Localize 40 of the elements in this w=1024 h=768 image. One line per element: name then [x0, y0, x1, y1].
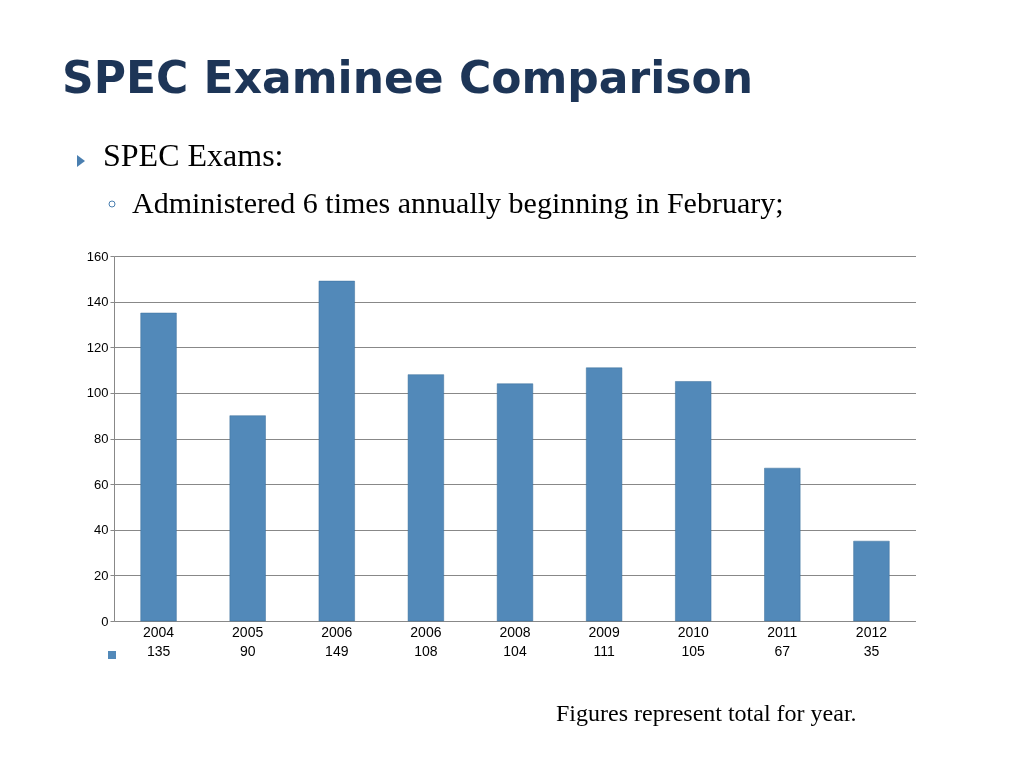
chart-title: SPEC Examinee Comparison — [62, 52, 754, 103]
x-tick-label: 2010 — [677, 623, 709, 640]
text: Administered 6 times annually beginning in February; — [132, 186, 784, 220]
data-label: 135 — [146, 643, 171, 659]
chart-subtitle: SPEC Exams: — [103, 137, 284, 174]
bar — [586, 367, 623, 622]
y-tick-label: 140 — [86, 294, 109, 310]
y-tick-label: 40 — [94, 522, 109, 538]
x-tick-label: 2008 — [499, 623, 531, 640]
data-label: 67 — [774, 643, 791, 659]
data-label: 35 — [863, 643, 880, 659]
x-tick-label: 2009 — [588, 623, 620, 640]
bar — [496, 383, 534, 622]
y-tick-label: 120 — [86, 339, 109, 355]
y-tick-label: 0 — [101, 613, 109, 629]
x-tick-label: 2012 — [855, 623, 888, 640]
bar — [853, 540, 890, 622]
x-tick-label: 2004 — [142, 623, 175, 640]
bar — [675, 381, 712, 622]
bar — [764, 467, 801, 622]
bar — [140, 312, 177, 622]
x-tick-label: 2006 — [410, 623, 442, 640]
y-tick-label: 80 — [94, 431, 109, 446]
data-label: 105 — [681, 643, 706, 659]
data-label: 104 — [503, 643, 527, 659]
data-label: 149 — [325, 643, 349, 659]
data-label: 108 — [414, 643, 438, 659]
bar — [318, 280, 355, 622]
text: Figures represent total for year. — [556, 700, 857, 727]
y-tick-label: 20 — [94, 567, 109, 583]
data-label: 111 — [593, 643, 615, 659]
y-tick-label: 60 — [94, 476, 109, 492]
y-tick-label: 100 — [86, 385, 109, 401]
x-tick-label: 2005 — [232, 623, 264, 640]
data-label: 90 — [239, 643, 256, 659]
bar — [229, 415, 266, 622]
x-tick-label: 2011 — [767, 623, 798, 640]
y-tick-label: 160 — [86, 248, 109, 264]
x-tick-label: 2006 — [321, 623, 353, 640]
bar — [407, 374, 444, 622]
